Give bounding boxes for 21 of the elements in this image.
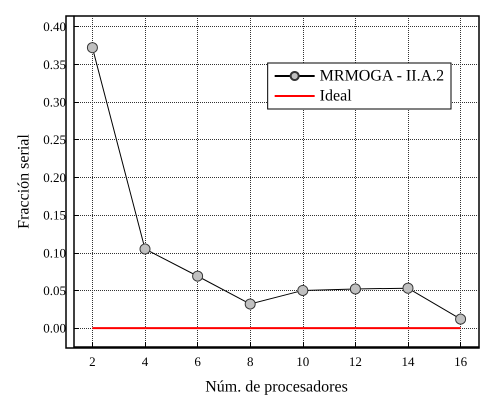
x-tick-label: 8 [246,354,254,369]
y-tick-label: 0.30 [43,94,66,110]
y-tick-label: 0.35 [43,56,66,72]
x-tick-label: 4 [142,354,149,369]
y-tick-label: 0.40 [43,19,66,34]
y-tick-label: 0.20 [43,170,66,185]
x-tick-label: 12 [348,354,362,369]
x-tick-label: 10 [296,354,310,369]
legend-label: MRMOGA - II.A.2 [320,68,444,84]
y-tick-label: 0.00 [43,320,66,336]
y-tick-label: 0.15 [43,208,66,223]
x-axis-title: Núm. de procesadores [205,378,348,396]
y-tick-label: 0.05 [43,282,66,298]
x-tick-label: 6 [194,354,202,369]
x-tick-label: 2 [89,354,96,369]
y-axis-title: Fracción serial [16,134,32,229]
x-tick-label: 14 [401,354,415,369]
legend-label: Ideal [320,88,352,104]
x-tick-label: 16 [454,354,468,369]
y-tick-label: 0.25 [43,132,66,148]
y-tick-label: 0.10 [43,245,66,260]
